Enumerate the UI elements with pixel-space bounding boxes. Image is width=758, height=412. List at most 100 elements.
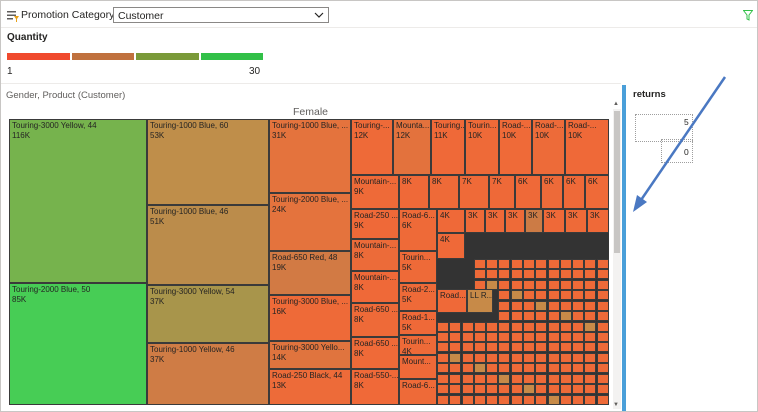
returns-visual-box-inner[interactable] [661, 139, 693, 163]
treemap-tile[interactable] [462, 353, 474, 363]
treemap-tile[interactable]: 7K [489, 175, 515, 209]
treemap-tile[interactable] [486, 269, 498, 279]
treemap-tile[interactable]: 7K [459, 175, 489, 209]
treemap-tile[interactable] [437, 374, 449, 384]
treemap-tile[interactable]: Touring-2000 Blue, ... 24K [269, 193, 351, 251]
treemap-tile[interactable] [535, 311, 547, 321]
treemap-tile[interactable]: Touring-3000 Blue, ... 16K [269, 295, 351, 341]
treemap-tile[interactable] [572, 395, 584, 405]
treemap-tile[interactable]: Mountain-... 8K [351, 271, 399, 303]
scrollbar-track[interactable] [613, 109, 621, 409]
treemap-tile[interactable] [474, 384, 486, 394]
scroll-up-icon[interactable]: ▲ [613, 101, 619, 107]
treemap-tile[interactable] [511, 301, 523, 311]
treemap-tile[interactable]: LL R... [467, 289, 493, 313]
treemap-tile[interactable] [548, 290, 560, 300]
treemap-tile[interactable]: Touring-3000 Yellow, 54 37K [147, 285, 269, 343]
treemap-tile[interactable] [486, 332, 498, 342]
filter-icon[interactable] [743, 10, 753, 21]
treemap-tile[interactable]: Road-250 Black, 44 13K [269, 369, 351, 405]
treemap-tile[interactable]: 6K [585, 175, 609, 209]
treemap-tile[interactable] [597, 280, 609, 290]
treemap-tile[interactable] [548, 384, 560, 394]
treemap-tile[interactable] [449, 363, 461, 373]
treemap-tile[interactable]: Touring-1000 Blue, ... 31K [269, 119, 351, 193]
treemap-tile[interactable]: Mountain-... 9K [351, 175, 399, 209]
treemap-tile[interactable] [560, 290, 572, 300]
treemap-tile[interactable] [597, 342, 609, 352]
treemap-tile[interactable] [498, 332, 510, 342]
treemap-tile[interactable] [486, 374, 498, 384]
treemap-tile[interactable]: 6K [563, 175, 585, 209]
treemap-tile[interactable] [486, 322, 498, 332]
treemap-tile[interactable] [560, 301, 572, 311]
promotion-category-dropdown[interactable]: Customer [113, 7, 329, 23]
treemap-tile[interactable]: 3K [565, 209, 587, 233]
treemap-tile[interactable] [474, 269, 486, 279]
treemap-tile[interactable]: Road-250 ... 9K [351, 209, 399, 239]
treemap-tile[interactable] [511, 259, 523, 269]
treemap-tile[interactable] [548, 259, 560, 269]
treemap-tile[interactable] [584, 363, 596, 373]
treemap-tile[interactable] [511, 311, 523, 321]
treemap-tile[interactable]: Touring-1000 Blue, 60 53K [147, 119, 269, 205]
treemap-tile[interactable] [511, 322, 523, 332]
treemap-tile[interactable] [597, 374, 609, 384]
treemap-tile[interactable]: Road-6... 6K [399, 209, 437, 251]
treemap-tile[interactable] [449, 342, 461, 352]
treemap-tile[interactable] [462, 395, 474, 405]
treemap-tile[interactable] [462, 384, 474, 394]
treemap-tile[interactable] [535, 353, 547, 363]
treemap-tile[interactable]: Mounta... 12K [393, 119, 431, 175]
scrollbar-thumb[interactable] [614, 111, 620, 253]
treemap-tile[interactable]: 3K [485, 209, 505, 233]
treemap-tile[interactable] [437, 384, 449, 394]
treemap-tile[interactable] [462, 322, 474, 332]
treemap-tile[interactable] [535, 259, 547, 269]
treemap-tile[interactable] [486, 342, 498, 352]
treemap-tile[interactable] [511, 342, 523, 352]
treemap-tile[interactable] [597, 311, 609, 321]
treemap-tile[interactable]: Road-... 10K [499, 119, 532, 175]
treemap-tile[interactable] [486, 280, 498, 290]
treemap-tile[interactable] [523, 353, 535, 363]
treemap-tile[interactable] [535, 269, 547, 279]
treemap-tile[interactable] [572, 374, 584, 384]
treemap-tile[interactable] [523, 342, 535, 352]
treemap-tile[interactable]: Touring... 11K [431, 119, 465, 175]
treemap-tile[interactable] [560, 332, 572, 342]
treemap-tile[interactable] [498, 280, 510, 290]
treemap-tile[interactable] [548, 363, 560, 373]
treemap-tile[interactable] [449, 353, 461, 363]
treemap-tile[interactable] [584, 290, 596, 300]
treemap-tile[interactable]: Road... [437, 289, 467, 313]
treemap-tile[interactable] [560, 363, 572, 373]
treemap-tile[interactable] [437, 342, 449, 352]
treemap-tile[interactable] [572, 259, 584, 269]
treemap-tile[interactable] [523, 301, 535, 311]
treemap-tile[interactable] [498, 290, 510, 300]
treemap-tile[interactable] [449, 384, 461, 394]
treemap-tile[interactable]: Road-650 ... 8K [351, 303, 399, 337]
treemap-tile[interactable] [511, 363, 523, 373]
treemap-tile[interactable] [535, 301, 547, 311]
treemap-tile[interactable]: 8K [429, 175, 459, 209]
treemap-tile[interactable] [498, 301, 510, 311]
treemap-tile[interactable] [572, 301, 584, 311]
treemap-tile[interactable] [437, 353, 449, 363]
treemap-tile[interactable] [548, 374, 560, 384]
treemap-tile[interactable] [474, 374, 486, 384]
treemap-tile[interactable] [511, 374, 523, 384]
treemap-tile[interactable] [511, 290, 523, 300]
treemap-tile[interactable] [535, 374, 547, 384]
treemap-tile[interactable] [560, 311, 572, 321]
treemap-tile[interactable] [560, 395, 572, 405]
treemap-tile[interactable] [523, 322, 535, 332]
treemap-tile[interactable] [523, 269, 535, 279]
treemap-tile[interactable] [548, 269, 560, 279]
treemap-tile[interactable] [474, 332, 486, 342]
treemap-tile[interactable] [572, 363, 584, 373]
treemap-tile[interactable]: Road-6... [399, 379, 437, 405]
treemap-tile[interactable] [535, 290, 547, 300]
treemap-tile[interactable] [584, 384, 596, 394]
